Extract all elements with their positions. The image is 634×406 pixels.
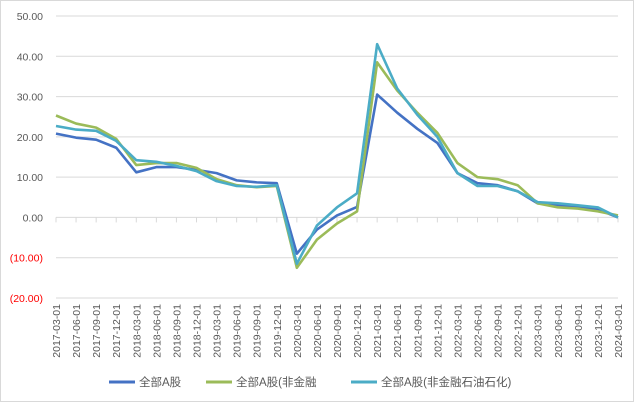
- y-tick-label: 30.00: [17, 92, 43, 104]
- x-tick-label: 2019-12-01: [272, 304, 284, 358]
- x-tick-label: 2017-03-01: [51, 304, 63, 358]
- x-tick-label: 2022-03-01: [452, 304, 464, 358]
- x-tick-label: 2020-03-01: [292, 304, 304, 358]
- x-tick-label: 2021-06-01: [392, 304, 404, 358]
- x-tick-label: 2021-12-01: [432, 304, 444, 358]
- x-tick-label: 2019-09-01: [252, 304, 264, 358]
- series-line-0: [55, 93, 619, 255]
- legend-label: 全部A股(非金融: [236, 375, 317, 389]
- x-tick-label: 2024-03-01: [613, 304, 625, 358]
- x-tick-label: 2019-06-01: [232, 304, 244, 358]
- x-tick-label: 2023-09-01: [573, 304, 585, 358]
- x-tick-label: 2022-12-01: [513, 304, 525, 358]
- x-tick-label: 2018-03-01: [131, 304, 143, 358]
- y-tick-label: 20.00: [17, 132, 43, 144]
- y-tick-label: 50.00: [17, 11, 43, 23]
- x-tick-label: 2017-06-01: [71, 304, 83, 358]
- y-tick-label: 10.00: [17, 172, 43, 184]
- x-tick-label: 2020-06-01: [312, 304, 324, 358]
- x-tick-label: 2020-09-01: [332, 304, 344, 358]
- x-tick-label: 2020-12-01: [352, 304, 364, 358]
- x-tick-label: 2017-12-01: [111, 304, 123, 358]
- x-tick-label: 2018-12-01: [192, 304, 204, 358]
- x-tick-label: 2019-03-01: [212, 304, 224, 358]
- x-tick-label: 2022-06-01: [473, 304, 485, 358]
- x-tick-label: 2021-09-01: [412, 304, 424, 358]
- series-line-1: [55, 61, 619, 270]
- y-tick-label: 0.00: [23, 212, 44, 224]
- y-tick-label: 40.00: [17, 51, 43, 63]
- legend-label: 全部A股(非金融石油石化): [381, 375, 511, 389]
- legend-label: 全部A股: [139, 375, 182, 389]
- y-tick-label: (20.00): [10, 293, 43, 305]
- x-tick-label: 2021-03-01: [372, 304, 384, 358]
- series-line-2: [55, 42, 619, 266]
- x-tick-label: 2023-12-01: [593, 304, 605, 358]
- x-tick-label: 2023-06-01: [553, 304, 565, 358]
- x-tick-label: 2018-09-01: [171, 304, 183, 358]
- y-tick-label: (10.00): [10, 253, 43, 265]
- x-tick-label: 2018-06-01: [151, 304, 163, 358]
- x-tick-label: 2017-09-01: [91, 304, 103, 358]
- x-tick-label: 2022-09-01: [493, 304, 505, 358]
- x-tick-label: 2023-03-01: [533, 304, 545, 358]
